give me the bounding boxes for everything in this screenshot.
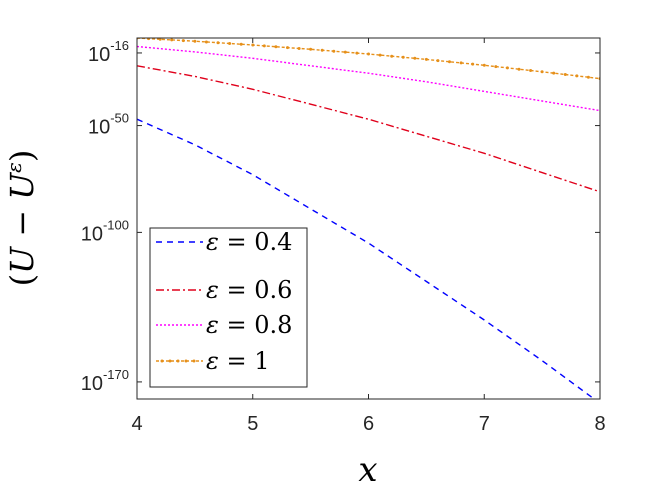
x-tick-label: 5 [247,413,258,435]
series-marker [482,63,486,67]
legend-swatch-marker [168,359,172,363]
series-marker [401,55,405,59]
series-marker [413,56,417,60]
series-marker [424,57,428,61]
series-marker [436,59,440,63]
legend-swatch-marker [192,359,196,363]
x-tick-label: 6 [363,413,374,435]
series-marker [494,65,498,69]
y-tick-label-base: 10 [88,117,110,139]
y-axis-title-text: (U − Uε) [2,150,41,287]
legend-label-variable: ε [206,311,219,339]
y-tick-label-exponent: -16 [110,38,129,53]
series-marker [343,50,347,54]
series-marker [158,38,162,41]
y-axis-title-close: ) [3,150,41,162]
x-tick-label: 8 [594,413,605,435]
series-marker [147,38,151,41]
series-marker [529,69,533,72]
series-line-2 [137,45,600,112]
y-tick-label: 10-50 [88,111,129,139]
legend-label-0: ε = 0.4 [206,228,292,256]
series-marker [517,67,521,71]
series-marker [505,66,509,70]
x-tick-label: 7 [479,413,490,435]
series-marker [181,39,185,43]
legend-swatch-marker [176,359,180,363]
legend-label-variable: ε [206,228,219,256]
legend-label-variable: ε [206,276,219,304]
legend-label-2: ε = 0.8 [206,311,292,339]
legend-label-value: = 0.8 [219,311,293,339]
y-tick-label: 10-100 [81,217,129,245]
legend-swatch-marker [160,359,164,363]
series-layer [137,38,600,399]
series-marker [575,74,579,78]
series-marker [355,51,359,55]
series-marker [286,46,289,50]
legend: ε = 0.4ε = 0.6ε = 0.8ε = 1 [149,227,308,388]
series-marker [471,62,475,66]
series-marker [204,40,208,44]
y-axis-title-open: ( [3,274,41,286]
series-marker [320,48,324,52]
legend-label-3: ε = 1 [206,347,270,375]
y-tick-label: 10-16 [88,38,129,66]
y-axis-title-u1: U [3,246,41,274]
series-marker [170,38,174,42]
series-marker [378,53,382,57]
series-marker [274,45,278,49]
series-marker [262,44,266,48]
series-marker [297,47,301,50]
y-axis-title-u2: U [3,172,41,200]
series-marker [563,73,567,76]
series-marker [540,70,544,74]
series-marker [239,42,243,46]
series-marker [332,49,336,53]
series-marker [216,41,220,45]
y-tick-label-base: 10 [88,44,110,66]
y-axis-title-minus: − [3,200,41,247]
y-tick-label: 10-170 [81,367,129,395]
series-marker [448,60,451,64]
series-marker [228,42,232,45]
legend-label-variable: ε [206,347,219,375]
legend-label-value: = 0.6 [219,276,293,304]
y-tick-label-exponent: -100 [103,217,129,232]
series-marker [309,47,313,51]
series-marker [390,54,394,58]
series-marker [193,39,197,43]
x-axis-title: x [358,450,377,490]
series-marker [367,52,370,56]
y-tick-label-base: 10 [81,223,103,245]
series-marker [251,43,255,47]
series-marker [552,71,556,75]
legend-label-value: = 1 [219,347,270,375]
legend-swatch-marker [184,359,188,363]
series-marker [586,75,590,79]
x-tick-label: 4 [131,413,142,435]
y-tick-label-base: 10 [81,373,103,395]
y-axis-title: (U − Uε) [2,150,41,287]
y-axis-title-superscript: ε [2,162,26,173]
legend-label-value: = 0.4 [219,228,293,256]
y-tick-label-exponent: -50 [110,111,129,126]
legend-label-1: ε = 0.6 [206,276,292,304]
y-tick-label-exponent: -170 [103,367,129,382]
series-marker [459,61,463,65]
